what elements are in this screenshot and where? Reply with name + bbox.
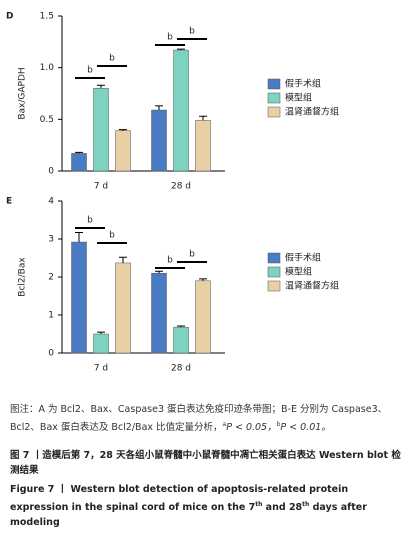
legend-label: 温肾通督方组 [285, 280, 339, 292]
note-sup: b [276, 421, 281, 428]
error-bar [75, 151, 83, 154]
y-tick-label: 1.0 [40, 63, 55, 73]
y-tick-label: 0 [48, 349, 54, 359]
x-tick-label: 28 d [171, 182, 191, 192]
bar [195, 280, 211, 354]
y-tick-label: 2 [48, 273, 54, 283]
bar [93, 333, 109, 354]
x-tick-label: 7 d [94, 182, 108, 192]
legend-label: 假手术组 [285, 78, 321, 90]
legend-swatch [267, 252, 281, 264]
error-bar [155, 105, 163, 111]
figure-note: 图注：A 为 Bcl2、Bax、Caspase3 蛋白表达免疫印迹条带图；B-E… [10, 402, 405, 435]
y-tick-label: 4 [48, 197, 54, 207]
error-bar [75, 232, 83, 243]
error-bar [119, 129, 127, 131]
y-tick-label: 1 [48, 311, 54, 321]
error-bar [199, 115, 207, 121]
significance-label: b [87, 66, 93, 76]
error-bar [177, 48, 185, 51]
significance-label: b [189, 250, 195, 260]
bar [195, 120, 211, 172]
note-text: P < 0.05， [226, 422, 277, 434]
significance-label: b [87, 216, 93, 226]
bar [71, 153, 87, 172]
note-text: P < 0.01。 [280, 422, 331, 434]
significance-label: b [109, 54, 115, 64]
y-tick-label: 0.5 [40, 115, 54, 125]
legend-swatch [267, 78, 281, 90]
bar [173, 49, 189, 172]
title-text: Figure 7 丨 Western blot detection of apo… [10, 484, 349, 514]
error-bar [199, 278, 207, 281]
figure-title-en: Figure 7 丨 Western blot detection of apo… [10, 482, 405, 530]
legend-swatch [267, 92, 281, 104]
legend-label: 模型组 [285, 266, 312, 278]
panel-label: E [6, 197, 12, 207]
x-tick-label: 7 d [94, 364, 108, 374]
y-tick-label: 3 [48, 235, 54, 245]
significance-label: b [167, 33, 173, 43]
bar [115, 262, 131, 354]
error-bar [97, 331, 105, 334]
legend-label: 假手术组 [285, 252, 321, 264]
significance-label: b [189, 27, 195, 37]
error-bar [97, 84, 105, 89]
significance-label: b [167, 256, 173, 266]
legend-swatch [267, 280, 281, 292]
bar [151, 272, 167, 354]
title-sup: th [302, 501, 310, 508]
title-text: and 28 [262, 502, 303, 514]
legend-label: 温肾通督方组 [285, 106, 339, 118]
legend-swatch [267, 266, 281, 278]
bar [93, 88, 109, 172]
x-tick-label: 28 d [171, 364, 191, 374]
y-axis-label: Bax/GAPDH [18, 67, 28, 119]
y-axis-label: Bcl2/Bax [18, 257, 28, 297]
note-sup: a [222, 421, 227, 428]
error-bar [177, 325, 185, 328]
figure-title-cn: 图 7 丨造模后第 7，28 天各组小鼠脊髓中小鼠脊髓中凋亡相关蛋白表达 Wes… [10, 450, 401, 476]
panel-label: D [6, 12, 13, 22]
bar [71, 241, 87, 354]
legend-swatch [267, 106, 281, 118]
note-text: 图注：A 为 Bcl2、Bax、Caspase3 蛋白表达免疫印迹条带图；B-E… [10, 404, 388, 434]
significance-label: b [109, 231, 115, 241]
title-text: days after modeling [10, 502, 367, 529]
y-tick-label: 0 [48, 167, 54, 177]
title-sup: th [255, 501, 263, 508]
y-tick-label: 1.5 [40, 12, 54, 22]
error-bar [155, 270, 163, 274]
bar [151, 109, 167, 172]
legend-label: 模型组 [285, 92, 312, 104]
bar [115, 130, 131, 172]
bar [173, 326, 189, 354]
error-bar [119, 256, 127, 263]
